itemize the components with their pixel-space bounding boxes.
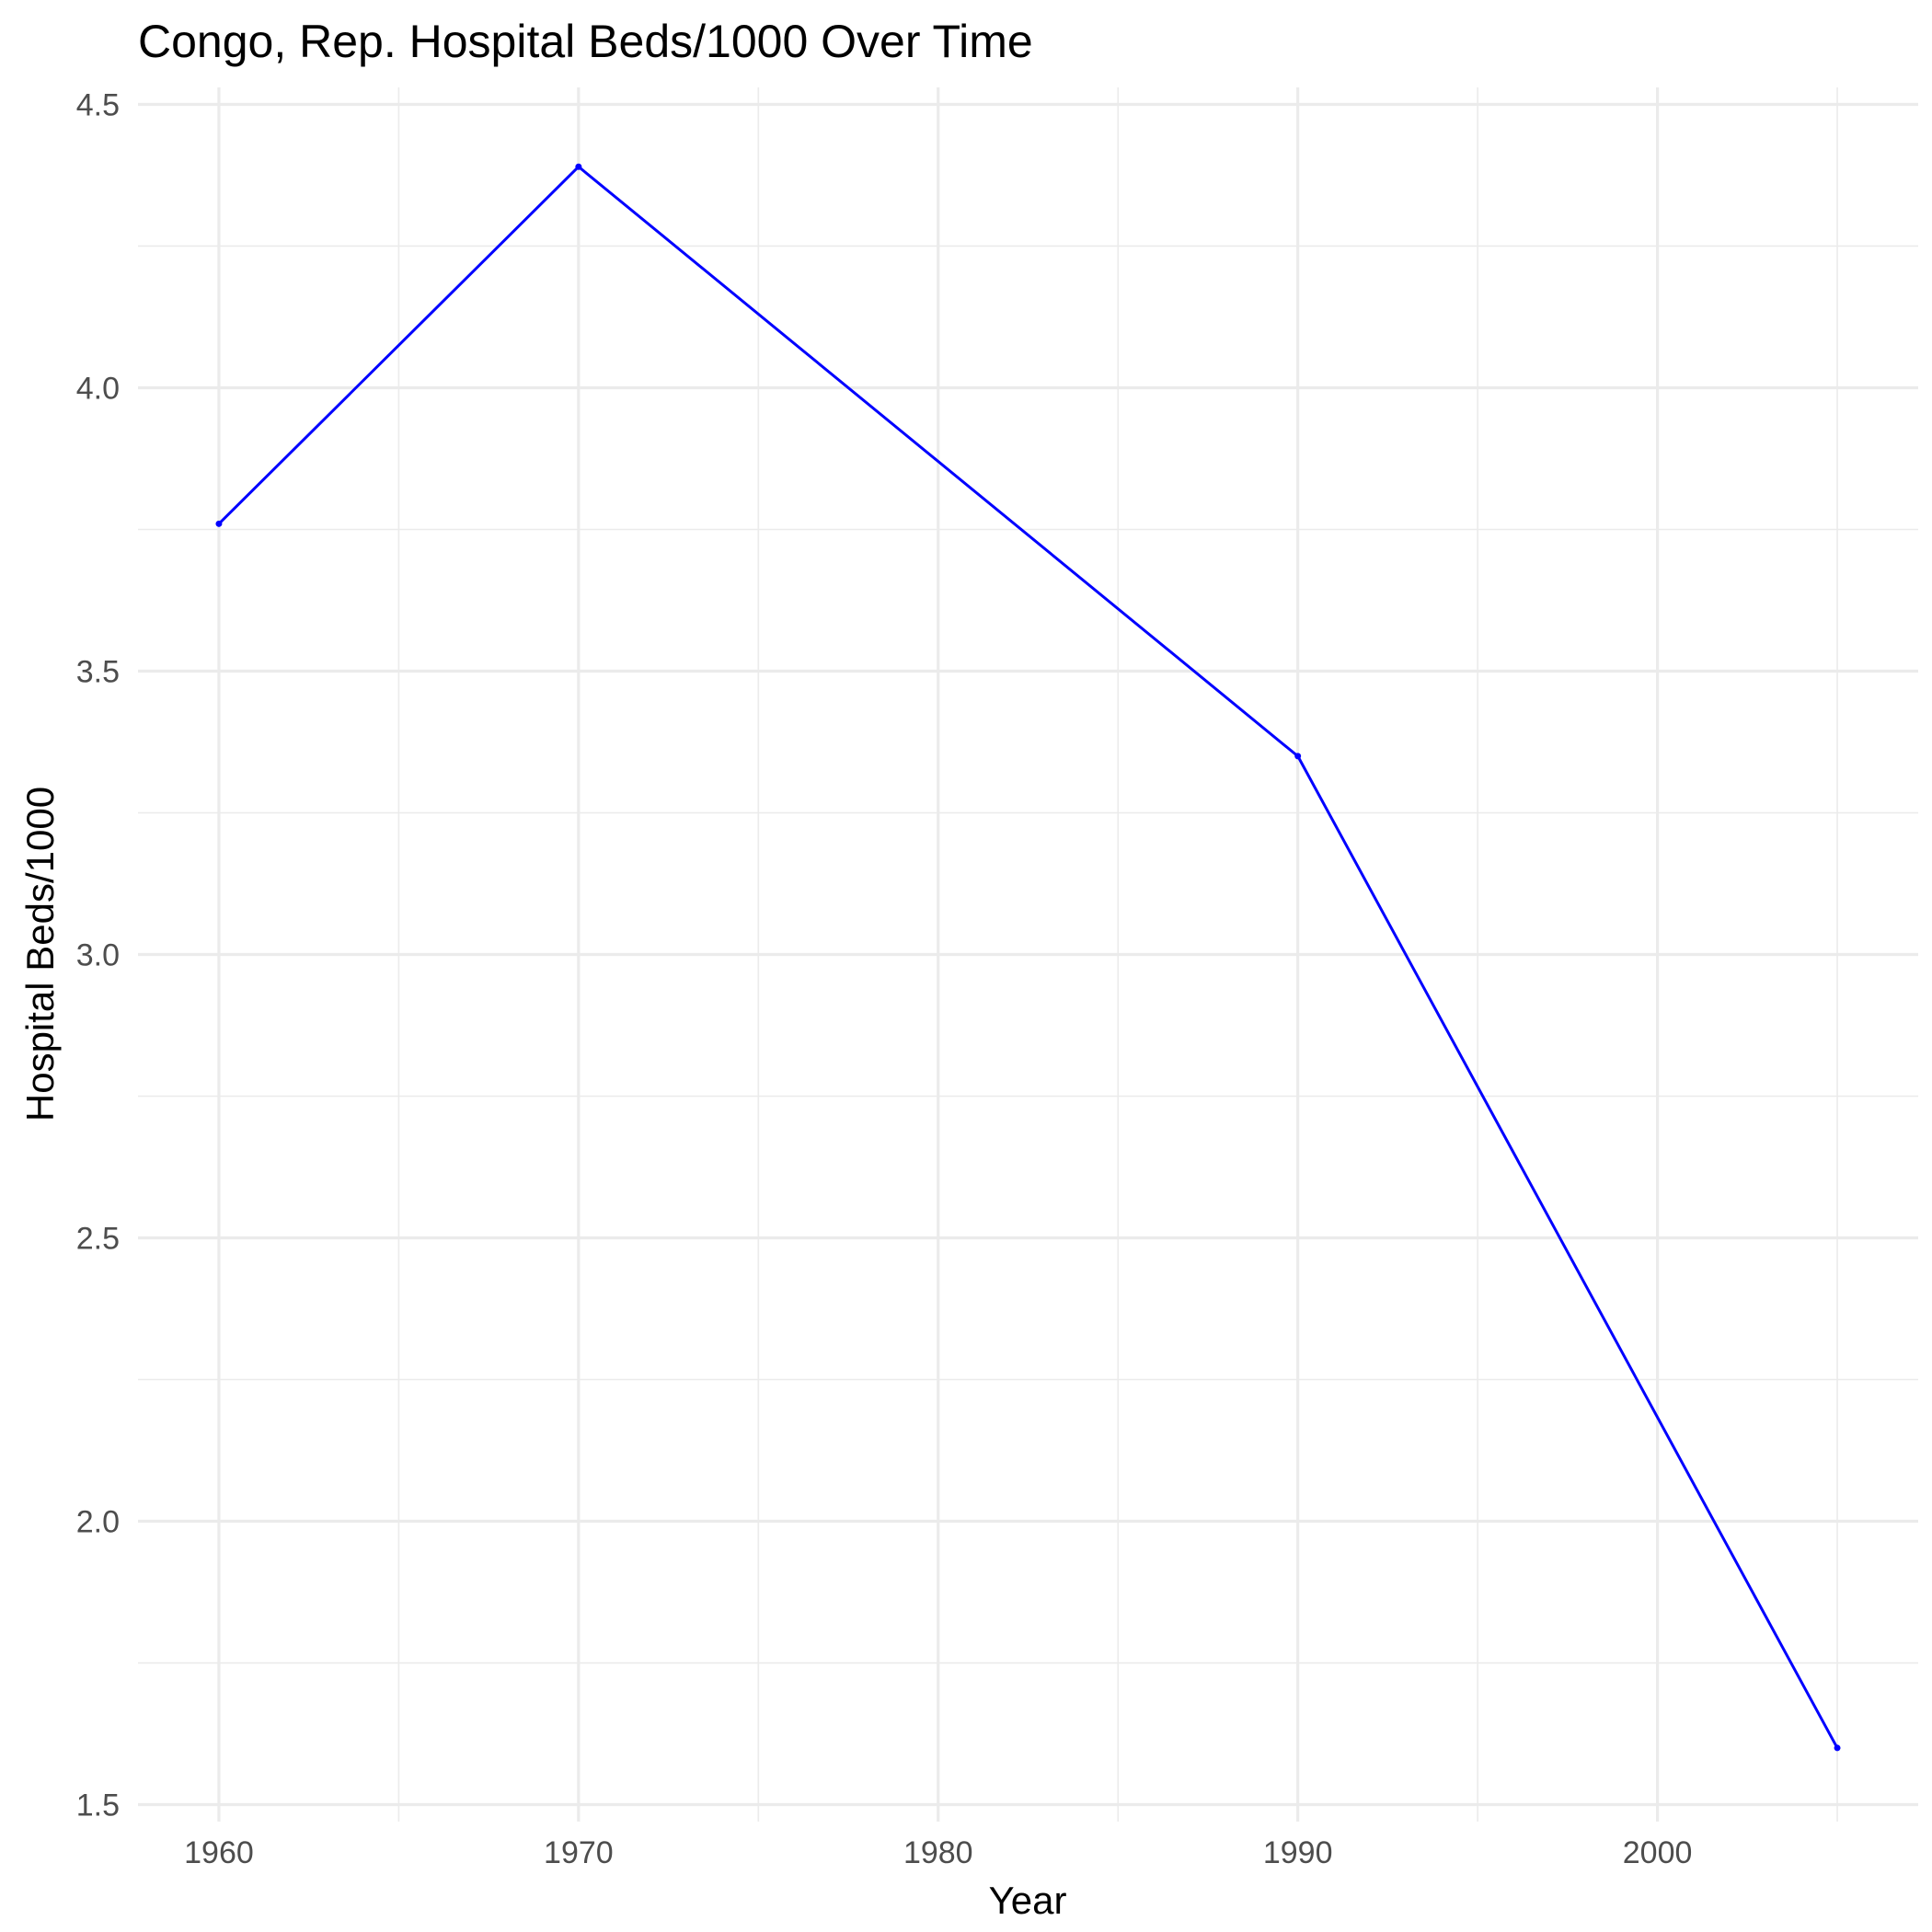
y-axis-title: Hospital Beds/1000 xyxy=(18,787,62,1121)
data-point xyxy=(1834,1744,1841,1752)
data-point xyxy=(1294,753,1302,760)
data-point xyxy=(575,163,582,170)
x-tick-label: 1960 xyxy=(184,1835,254,1870)
data-point xyxy=(215,520,223,527)
series-line xyxy=(217,165,1839,1750)
y-tick-label: 2.5 xyxy=(76,1222,120,1257)
major-gridlines xyxy=(138,87,1918,1822)
x-tick-label: 1970 xyxy=(544,1835,614,1870)
x-tick-label: 2000 xyxy=(1623,1835,1693,1870)
y-tick-label: 4.0 xyxy=(76,371,120,406)
y-tick-label: 3.5 xyxy=(76,654,120,689)
chart-title: Congo, Rep. Hospital Beds/1000 Over Time xyxy=(138,16,1033,67)
x-axis-title: Year xyxy=(989,1879,1067,1922)
y-tick-label: 1.5 xyxy=(76,1788,120,1823)
y-tick-label: 2.0 xyxy=(76,1505,120,1540)
y-tick-label: 4.5 xyxy=(76,87,120,122)
y-tick-label: 3.0 xyxy=(76,938,120,973)
series-group xyxy=(215,163,1841,1752)
x-tick-label: 1990 xyxy=(1263,1835,1333,1870)
y-axis-ticks: 1.5 2.0 2.5 3.0 3.5 4.0 4.5 xyxy=(76,87,120,1823)
x-tick-label: 1980 xyxy=(903,1835,973,1870)
x-axis-ticks: 1960 1970 1980 1990 2000 xyxy=(184,1835,1692,1870)
